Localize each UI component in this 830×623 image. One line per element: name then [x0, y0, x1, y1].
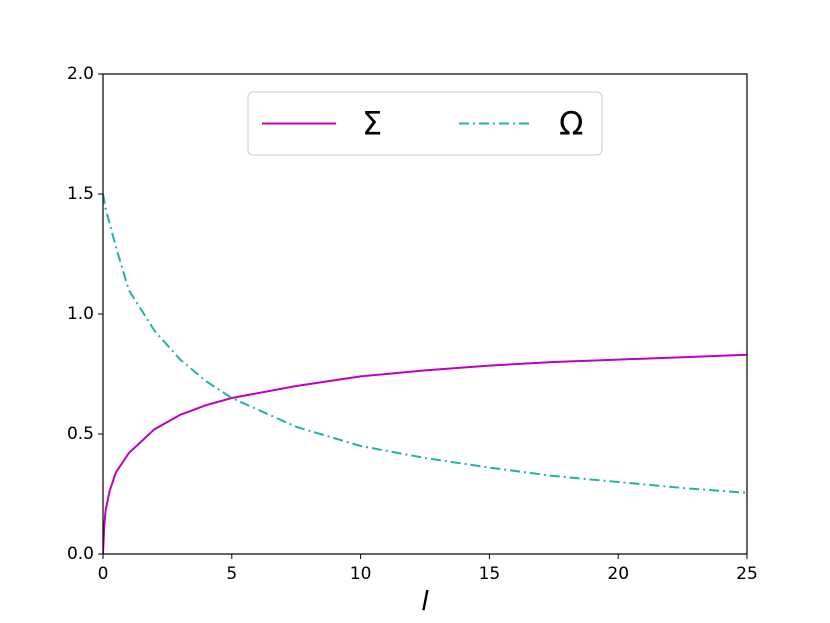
x-tick-label: 10 [350, 564, 372, 584]
x-tick-label: 25 [736, 564, 758, 584]
x-axis-label: l [421, 587, 429, 618]
legend-label: Ω [559, 105, 583, 143]
legend-label: Σ [362, 105, 382, 143]
series-line [103, 193, 747, 494]
y-tick-label: 1.5 [67, 184, 94, 204]
y-tick-label: 1.0 [67, 304, 94, 324]
plot-frame [102, 73, 748, 555]
y-tick-label: 0.5 [67, 424, 94, 444]
y-tick-label: 0.0 [67, 544, 94, 564]
x-tick-label: 15 [479, 564, 501, 584]
series-line [103, 353, 747, 554]
y-tick-label: 2.0 [67, 64, 94, 84]
x-tick-label: 0 [98, 564, 109, 584]
legend-box [247, 91, 603, 156]
x-tick-label: 5 [226, 564, 237, 584]
x-tick-label: 20 [607, 564, 629, 584]
